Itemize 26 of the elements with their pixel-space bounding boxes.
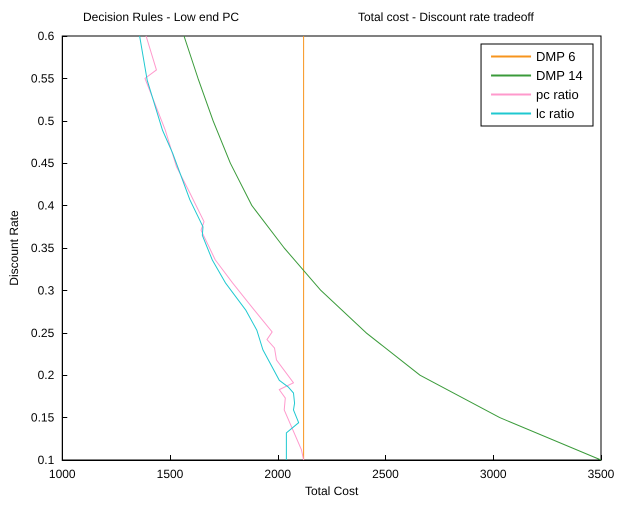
x-tick-label: 2000 <box>264 467 292 481</box>
chart-title: Decision Rules - Low end PC <box>83 10 240 24</box>
y-tick-label: 0.6 <box>38 29 55 43</box>
y-tick-label: 0.15 <box>30 410 55 425</box>
y-tick-label: 0.2 <box>38 368 55 382</box>
y-tick-label: 0.35 <box>30 241 55 255</box>
x-tick-label: 1000 <box>48 467 76 481</box>
y-tick-label: 0.25 <box>30 326 55 340</box>
x-axis-title: Total Cost <box>304 484 359 498</box>
x-tick-label: 3500 <box>588 467 615 481</box>
line-series <box>184 36 602 460</box>
y-tick-label: 0.4 <box>38 198 55 213</box>
y-tick-label: 0.1 <box>38 453 55 467</box>
legend-label: DMP 14 <box>536 68 583 83</box>
x-tick-label: 1500 <box>156 467 184 481</box>
y-axis-title: Discount Rate <box>7 210 21 286</box>
legend-label: lc ratio <box>536 106 574 121</box>
y-tick-label: 0.5 <box>38 114 55 128</box>
chart-subtitle: Total cost - Discount rate tradeoff <box>358 10 535 24</box>
legend-label: pc ratio <box>536 87 579 102</box>
y-tick-label: 0.45 <box>30 156 55 170</box>
legend-label: DMP 6 <box>536 49 576 64</box>
x-tick-label: 2500 <box>372 467 400 481</box>
y-tick-label: 0.3 <box>38 283 55 298</box>
y-tick-label: 0.55 <box>30 71 55 86</box>
x-tick-label: 3000 <box>480 467 507 481</box>
